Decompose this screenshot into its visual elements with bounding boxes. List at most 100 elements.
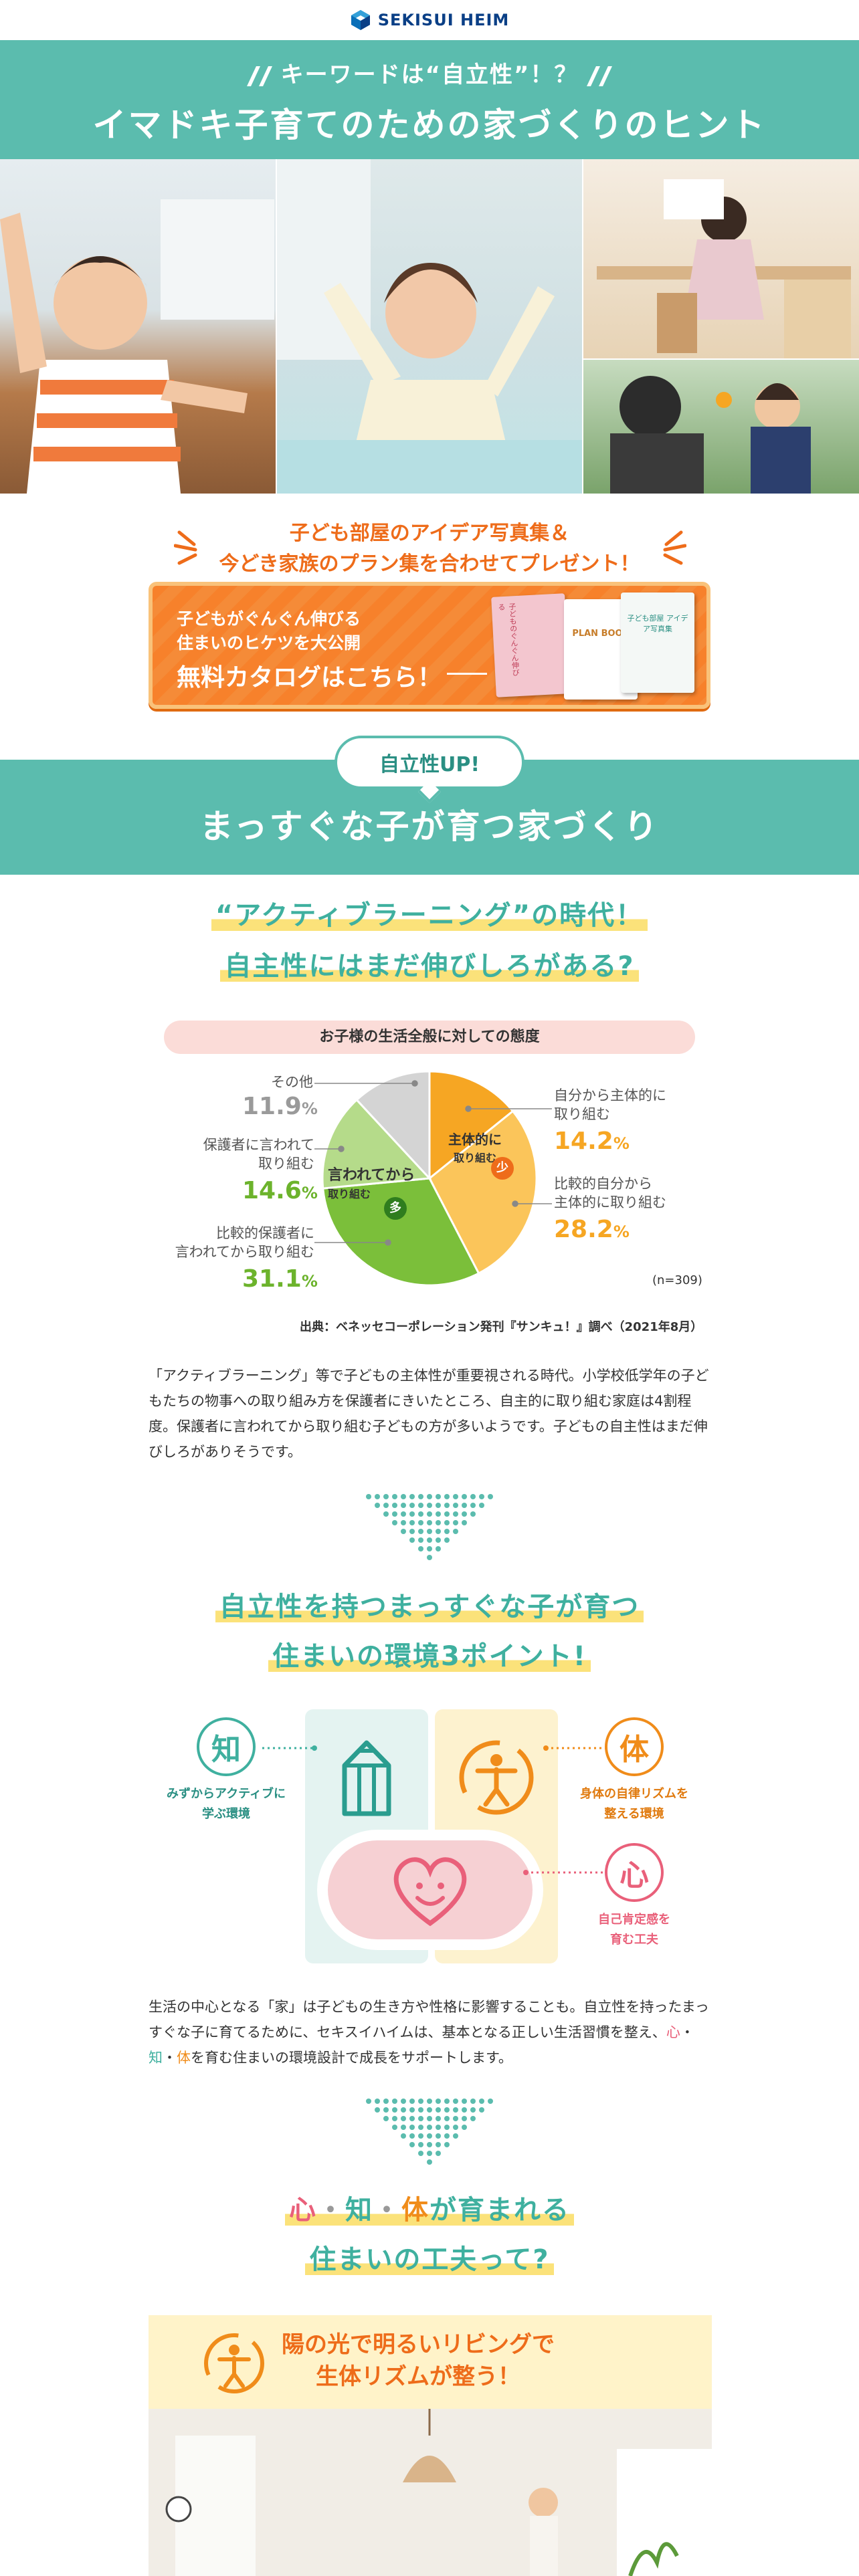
shin-badge: 心 xyxy=(605,1843,664,1902)
triangle-dot xyxy=(409,1511,415,1517)
ideas-heading-1: 心・知・体が育まれる xyxy=(0,2188,859,2227)
pie-label-slice-5: その他 xyxy=(271,1074,313,1090)
triangle-dot xyxy=(444,1520,450,1525)
triangle-dot xyxy=(462,2125,467,2130)
sample-size: (n=309) xyxy=(652,1273,702,1287)
triangle-dot xyxy=(418,2107,423,2113)
triangle-dot xyxy=(462,2116,467,2121)
triangle-dot xyxy=(444,1494,450,1499)
living-title: 陽の光で明るいリビングで 生体リズムが整う！ xyxy=(244,2329,592,2393)
pct-4-value: 14.6 xyxy=(242,1177,302,1204)
shin-label-2: 育む工夫 xyxy=(610,1933,658,1947)
pie-inner-label-b: 言われてから 取り組む xyxy=(328,1166,421,1204)
label-1-line-1: 自分から主体的に xyxy=(554,1087,666,1103)
triangle-dot xyxy=(366,1494,371,1499)
label-4-line-2: 取り組む xyxy=(258,1156,314,1172)
shin-label-1: 自己肯定感を xyxy=(598,1913,670,1927)
survey-paragraph: 「アクティブラーニング」等で子どもの主体性が重要視される時代。小学校低学年の子ど… xyxy=(149,1368,709,1460)
triangle-dot xyxy=(444,2142,450,2147)
inner-label-b-2: 取り組む xyxy=(328,1188,371,1200)
ideas-h-dot-2: ・ xyxy=(373,2195,401,2226)
triangle-dot xyxy=(401,2125,406,2130)
banner-cta[interactable]: 無料カタログはこちら！ xyxy=(177,664,442,691)
living-title-2: 生体リズムが整う！ xyxy=(316,2363,520,2390)
pct-4-unit: % xyxy=(301,1184,318,1202)
pie-pct-slice-2: 28.2% xyxy=(554,1216,630,1243)
triangle-dot xyxy=(453,1494,458,1499)
points-para-tai: 体 xyxy=(177,2050,191,2066)
points-para-chi: 知 xyxy=(149,2050,163,2066)
banner-subtitle: 子どもがぐんぐん伸びる 住まいのヒケツを大公開 xyxy=(177,607,361,655)
triangle-dot xyxy=(436,1546,441,1551)
triangle-dot xyxy=(392,1511,397,1517)
pie-slice-2 xyxy=(428,1109,538,1275)
triangle-dot xyxy=(409,1520,415,1525)
banner-sub-line-1: 子どもがぐんぐん伸びる xyxy=(177,609,361,629)
pct-3-value: 31.1 xyxy=(242,1265,302,1293)
triangle-dot xyxy=(383,1503,389,1508)
pie-label-slice-3: 比較的保護者に言われてから取り組む xyxy=(154,1224,314,1261)
triangle-dot xyxy=(436,1520,441,1525)
triangle-dot xyxy=(383,1494,389,1499)
tai-label-2: 整える環境 xyxy=(604,1807,664,1821)
catalog-book-3: 子ども部屋 アイデア写真集 xyxy=(621,593,694,693)
triangle-dot xyxy=(401,2116,406,2121)
triangle-dot xyxy=(444,1503,450,1508)
brand-header: SEKISUI HEIM xyxy=(0,0,859,40)
triangle-dot xyxy=(392,1520,397,1525)
triangle-dot xyxy=(375,2107,380,2113)
catalog-banner[interactable]: 子どもがぐんぐん伸びる 住まいのヒケツを大公開 無料カタログはこちら！ 子どもの… xyxy=(149,582,710,709)
hero-title: イマドキ子育てのための家づくりのヒント xyxy=(92,106,767,144)
triangle-dot xyxy=(409,1494,415,1499)
triangle-dot xyxy=(470,2116,476,2121)
triangle-dot xyxy=(418,2099,423,2104)
triangle-dot xyxy=(453,2099,458,2104)
triangle-dot xyxy=(418,1503,423,1508)
dotted-triangle-decor xyxy=(366,1494,493,1560)
ideas-h-chi: 知 xyxy=(345,2195,373,2226)
triangle-dot xyxy=(436,2116,441,2121)
triangle-dot xyxy=(427,1511,432,1517)
triangle-dot xyxy=(427,2125,432,2130)
body-rhythm-icon xyxy=(459,1740,534,1815)
pct-1-value: 14.2 xyxy=(554,1128,613,1155)
triangle-dot xyxy=(401,2107,406,2113)
girl-illustration xyxy=(277,159,582,494)
triangle-dot xyxy=(409,2125,415,2130)
triangle-dot xyxy=(409,2142,415,2147)
pie-pct-slice-1: 14.2% xyxy=(554,1128,630,1155)
triangle-dot xyxy=(427,2142,432,2147)
label-3-line-2: 言われてから取り組む xyxy=(175,1244,314,1260)
triangle-dot xyxy=(444,1537,450,1543)
triangle-dot xyxy=(462,1503,467,1508)
logo-text: SEKISUI HEIM xyxy=(377,11,510,29)
triangle-dot xyxy=(409,1537,415,1543)
triangle-dot xyxy=(453,2133,458,2139)
triangle-dot xyxy=(444,2107,450,2113)
pie-label-slice-4: 保護者に言われて 取り組む xyxy=(181,1136,314,1173)
photo-boy-classroom xyxy=(0,159,276,494)
book-1-title: 子どものぐんぐん伸びる xyxy=(496,603,520,677)
pie-slice-1 xyxy=(428,1070,514,1181)
triangle-dot xyxy=(383,2099,389,2104)
pie-slice-5 xyxy=(355,1070,431,1181)
present-line-2: 今どき家族のプラン集を合わせてプレゼント！ xyxy=(219,552,640,576)
pie-slice-4 xyxy=(321,1098,432,1190)
survey-heading-1: “アクティブラーニング”の時代！ xyxy=(0,893,859,932)
pct-1-unit: % xyxy=(613,1134,630,1153)
pct-5-unit: % xyxy=(301,1099,318,1118)
hero-band: キーワードは“自立性”！？ イマドキ子育てのための家づくりのヒント xyxy=(0,40,859,159)
triangle-dot xyxy=(436,2142,441,2147)
label-3-line-1: 比較的保護者に xyxy=(216,1225,314,1241)
badge-few: 少 xyxy=(491,1157,514,1180)
triangle-dot xyxy=(409,2099,415,2104)
family-illustration xyxy=(610,376,811,494)
ideas-h-dot-1: ・ xyxy=(317,2195,345,2226)
photo-father-son xyxy=(583,360,859,494)
triangle-dot xyxy=(427,2116,432,2121)
triangle-dot xyxy=(427,1529,432,1534)
triangle-dot xyxy=(401,1503,406,1508)
triangle-dot xyxy=(375,2099,380,2104)
survey-pie-chart xyxy=(321,1070,538,1287)
sekisui-logo-icon xyxy=(351,10,370,30)
